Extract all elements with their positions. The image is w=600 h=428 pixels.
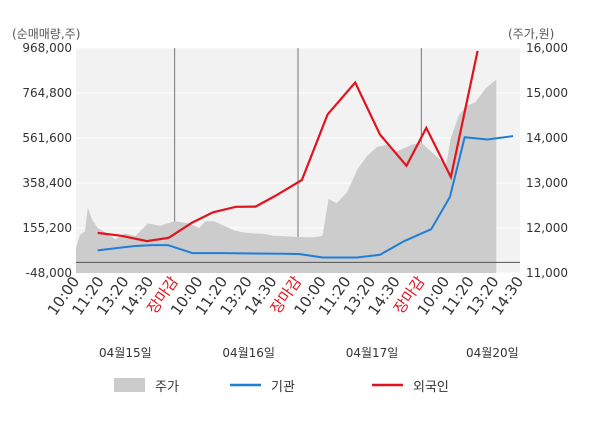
right-tick-label: 14,000 <box>526 131 568 145</box>
left-tick-label: 764,800 <box>22 86 72 100</box>
right-tick-label: 15,000 <box>526 86 568 100</box>
legend: 주가 기관 외국인 <box>114 378 449 395</box>
date-label: 04월15일 <box>99 346 152 360</box>
left-tick-label: 561,600 <box>22 131 72 145</box>
date-labels: 04월15일 04월16일 04월17일 04월20일 <box>99 346 519 360</box>
date-label: 04월17일 <box>346 346 399 360</box>
left-tick-label: 155,200 <box>22 221 72 235</box>
legend-label-institution: 기관 <box>271 380 295 395</box>
right-tick-label: 11,000 <box>526 266 568 280</box>
legend-swatch-price <box>114 378 145 392</box>
right-tick-label: 16,000 <box>526 41 568 55</box>
date-label: 04월16일 <box>222 346 275 360</box>
institution-series-line <box>97 135 514 259</box>
legend-label-price: 주가 <box>155 380 179 395</box>
x-axis-ticks: 10:0011:2013:2014:30장마감10:0011:2013:2014… <box>44 273 528 319</box>
right-axis-ticks: 16,000 15,000 14,000 13,000 12,000 11,000 <box>526 41 568 280</box>
date-label: 04월20일 <box>466 346 519 360</box>
left-axis-unit: (순매매량,주) <box>12 27 80 41</box>
left-tick-label: 358,400 <box>22 176 72 190</box>
left-axis-ticks: 968,000 764,800 561,600 358,400 155,200 -48,0… <box>22 41 72 280</box>
foreign-series-line <box>97 50 479 243</box>
price-area-series <box>76 79 497 273</box>
left-tick-label: -48,000 <box>26 266 72 280</box>
left-tick-label: 968,000 <box>22 41 72 55</box>
right-tick-label: 12,000 <box>526 221 568 235</box>
right-tick-label: 13,000 <box>526 176 568 190</box>
legend-label-foreign: 외국인 <box>413 380 449 395</box>
right-axis-unit: (주가,원) <box>508 27 554 41</box>
